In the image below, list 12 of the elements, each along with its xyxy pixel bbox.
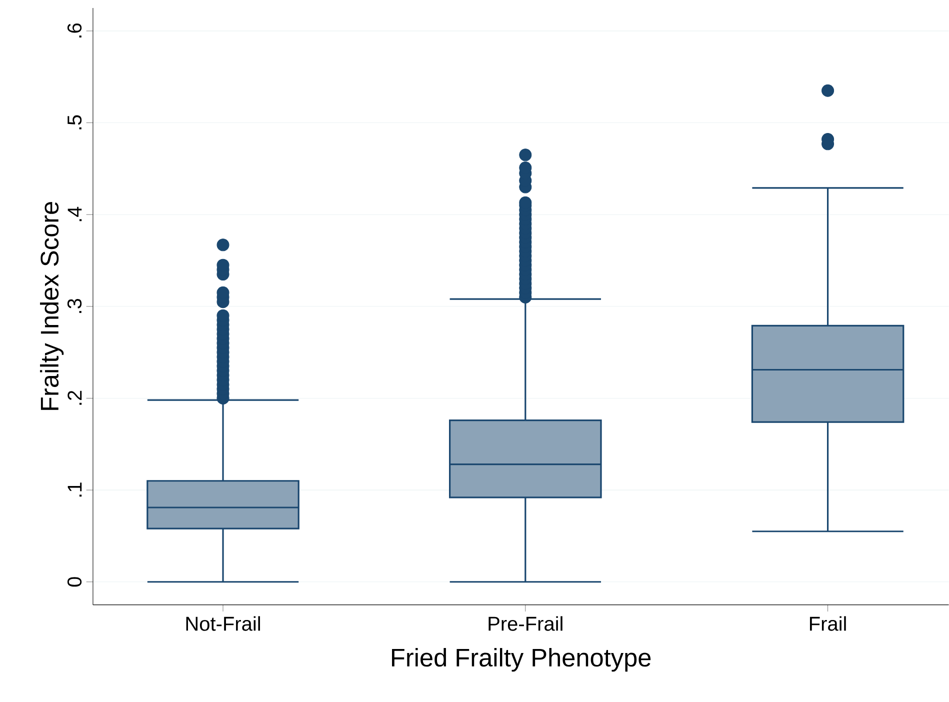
y-axis-title: Frailty Index Score — [40, 202, 64, 410]
x-tick-label: Frail — [810, 616, 846, 631]
x-tick-label: Not-Frail — [186, 616, 260, 631]
x-axis-title: Fried Frailty Phenotype — [392, 648, 651, 672]
y-tick-label: 0 — [67, 577, 82, 587]
y-tick-label: .4 — [68, 206, 82, 222]
y-tick-label: .3 — [67, 299, 82, 314]
y-tick-label: .6 — [67, 24, 82, 38]
y-tick-label: .2 — [68, 390, 82, 405]
y-tick-label: .1 — [68, 482, 82, 497]
x-tick-label: Pre-Frail — [488, 616, 562, 631]
y-tick-label: .5 — [68, 115, 82, 130]
